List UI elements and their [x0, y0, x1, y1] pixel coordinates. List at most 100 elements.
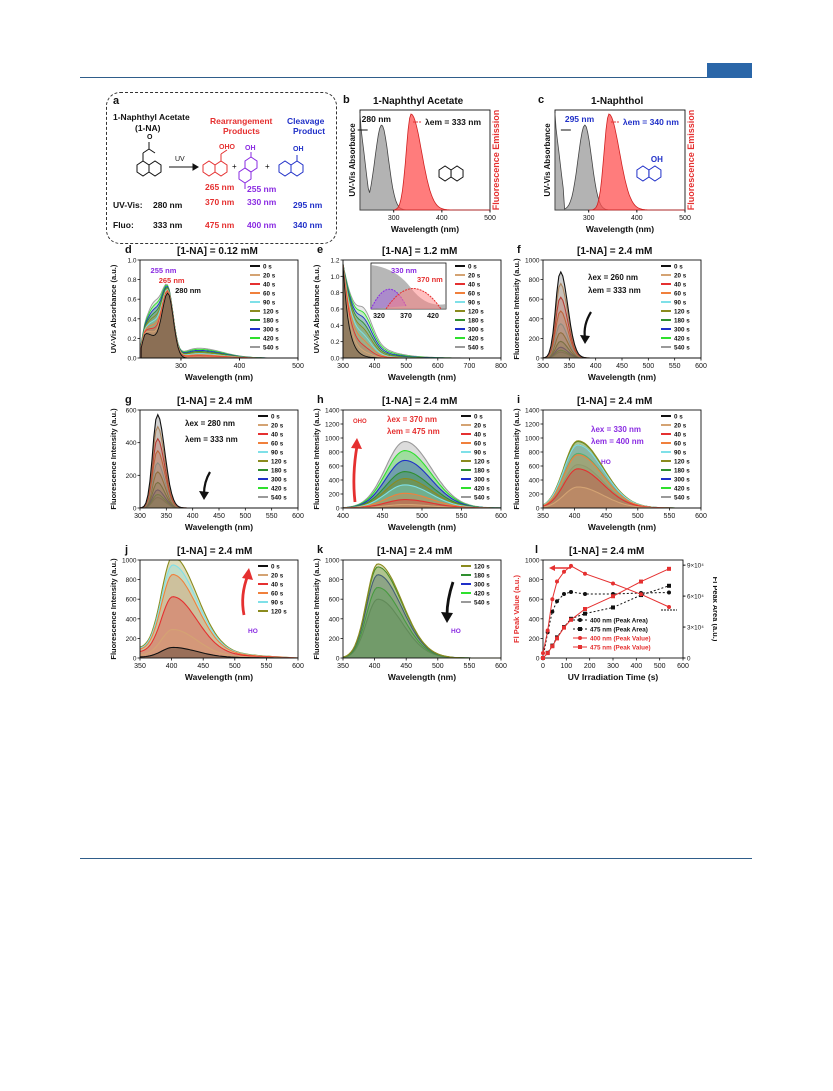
product3-structure — [278, 155, 304, 177]
y-tick-label: 200 — [126, 636, 137, 643]
legend-label: 40 s — [263, 282, 276, 289]
spectrum-area — [140, 629, 298, 658]
ho-label: HO — [601, 459, 611, 466]
legend-label: 120 s — [271, 609, 287, 616]
legend-label: 420 s — [674, 336, 690, 343]
panel-title: [1-NA] = 2.4 mM — [577, 246, 653, 257]
legend-label: 420 s — [474, 591, 490, 598]
y-tick-label: 800 — [529, 577, 540, 584]
data-point — [569, 589, 573, 594]
y-tick-label: 600 — [529, 464, 540, 471]
legend-label: 300 s — [474, 477, 490, 484]
x-tick-label: 800 — [495, 363, 507, 370]
inset-tick-label: 370 — [400, 313, 412, 320]
x-tick-label: 500 — [632, 513, 644, 520]
x-tick-label: 300 — [607, 663, 619, 670]
legend-label: 540 s — [674, 345, 690, 352]
footer-rule — [80, 858, 752, 859]
x-tick-label: 600 — [292, 663, 304, 670]
y-axis-label: UV-Vis Absorbance (a.u.) — [109, 264, 118, 353]
decrease-arrow — [445, 581, 455, 616]
y-tick-label: 800 — [529, 277, 540, 284]
x-axis-label: UV Irradiation Time (s) — [568, 672, 659, 682]
em-peak-annotation: λem = 333 nm — [425, 117, 481, 127]
annotation: 265 nm — [159, 276, 185, 285]
fluo-row-label: Fluo: — [113, 220, 134, 230]
annotation: λem = 333 nm — [185, 435, 238, 444]
legend-label: 0 s — [263, 264, 272, 271]
spectrum-area — [140, 560, 298, 658]
x-axis-label: Wavelength (nm) — [185, 672, 253, 682]
spectrum-area — [543, 440, 701, 508]
y2-axis-label: Fluorescence Emission — [686, 110, 696, 211]
header-tab — [707, 63, 752, 78]
legend-label: 60 s — [674, 291, 687, 298]
p2-uv-b: 330 nm — [247, 197, 277, 207]
legend-label: 40 s — [468, 282, 481, 289]
annotation: 330 nm — [391, 266, 417, 275]
x-tick-label: 550 — [664, 513, 676, 520]
spectrum-area — [543, 441, 701, 508]
oh-label-3: OH — [293, 146, 304, 153]
y-tick-label: 400 — [529, 478, 540, 485]
x-axis-label: Wavelength (nm) — [388, 672, 456, 682]
panel-label: l — [535, 544, 539, 556]
data-point — [611, 594, 615, 599]
legend-label: 90 s — [674, 300, 687, 307]
data-point — [583, 571, 587, 576]
panel-g: g [1-NA] = 2.4 mM 300 350 400 450 500 550 600 0… — [102, 392, 307, 542]
y-axis-label: Fluorescence Intensity (a.u.) — [312, 408, 321, 510]
legend-label: 400 nm (Peak Area) — [590, 618, 648, 625]
y-tick-label: 0.6 — [127, 297, 136, 304]
inset-tick-label: 320 — [373, 313, 385, 320]
legend-label: 20 s — [474, 423, 487, 430]
oho-label: OHO — [219, 144, 235, 151]
y-axis-label: UV-Vis Absorbance — [348, 123, 357, 197]
legend-label: 120 s — [674, 459, 690, 466]
emission-area — [393, 113, 490, 211]
data-point — [541, 651, 545, 656]
panel-k: k [1-NA] = 2.4 mM 350 400 450 500 550 600 0 200… — [307, 542, 507, 692]
x-tick-label: 450 — [377, 513, 389, 520]
cleav-label-2: Product — [293, 126, 326, 136]
legend-label: 60 s — [271, 441, 284, 448]
x-tick-label: 500 — [292, 363, 304, 370]
panel-title: [1-NA] = 2.4 mM — [177, 396, 253, 407]
x-tick-label: 400 — [166, 663, 178, 670]
spectrum-area — [343, 599, 501, 658]
molecule-ring — [648, 165, 662, 182]
x-axis-label: Wavelength (nm) — [185, 372, 253, 382]
y-axis-label: Fluorescence Intensity (a.u.) — [512, 408, 521, 510]
y-axis-label: Fl Peak Value (a.u.) — [512, 575, 521, 643]
chart-h: 400 450 500 550 600 0 200 400 600 800 1000 1200 1400… — [312, 408, 507, 533]
legend-label: 120 s — [468, 309, 484, 316]
emission-area — [588, 113, 685, 211]
spectrum-area — [343, 564, 501, 658]
y-tick-label: 1000 — [525, 258, 540, 265]
series-line — [542, 568, 670, 659]
spectrum-area — [140, 574, 298, 658]
x-tick-label: 600 — [677, 663, 689, 670]
p3-uv: 295 nm — [293, 200, 323, 210]
legend-label: 0 s — [674, 414, 683, 421]
y-tick-label: 1400 — [525, 408, 540, 415]
annotation: λem = 475 nm — [387, 427, 440, 436]
y-tick-label: 0.4 — [330, 323, 339, 330]
plus-sign-2: + — [265, 162, 270, 171]
panel-title: 1-Naphthyl Acetate — [373, 96, 464, 107]
y-axis-label: Fluorescence Intensity (a.u.) — [512, 258, 521, 360]
x-tick-label: 550 — [456, 513, 468, 520]
uvvis-row-label: UV-Vis: — [113, 200, 143, 210]
y-tick-label: 400 — [329, 478, 340, 485]
rearr-label: Rearrangement — [210, 116, 273, 126]
panel-title: [1-NA] = 2.4 mM — [577, 396, 653, 407]
data-point — [550, 644, 555, 649]
header-rule — [80, 77, 752, 78]
plot-frame — [139, 259, 299, 359]
x-tick-label: 450 — [400, 663, 412, 670]
legend-label: 540 s — [468, 345, 484, 352]
data-point — [611, 605, 615, 610]
legend-label: 90 s — [263, 300, 276, 307]
plot-frame — [342, 559, 502, 659]
data-point — [562, 625, 566, 630]
